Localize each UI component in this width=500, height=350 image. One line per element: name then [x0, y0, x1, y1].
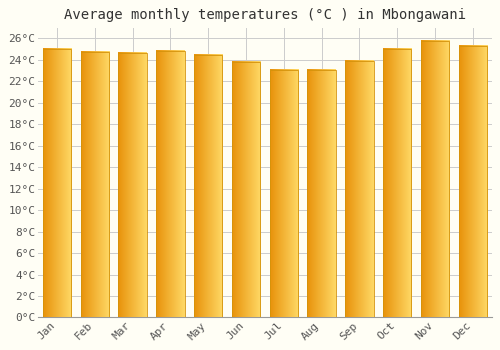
Bar — [194, 55, 222, 317]
Bar — [308, 70, 336, 317]
Bar — [345, 61, 374, 317]
Bar — [43, 49, 71, 317]
Bar — [80, 52, 109, 317]
Bar — [80, 52, 109, 317]
Bar — [345, 61, 374, 317]
Bar — [270, 70, 298, 317]
Bar — [118, 54, 147, 317]
Bar — [308, 70, 336, 317]
Bar — [43, 49, 71, 317]
Bar — [270, 70, 298, 317]
Bar — [156, 51, 184, 317]
Bar — [232, 62, 260, 317]
Bar — [421, 41, 449, 317]
Bar — [458, 46, 487, 317]
Bar — [232, 62, 260, 317]
Bar — [458, 46, 487, 317]
Title: Average monthly temperatures (°C ) in Mbongawani: Average monthly temperatures (°C ) in Mb… — [64, 8, 466, 22]
Bar — [156, 51, 184, 317]
Bar — [421, 41, 449, 317]
Bar — [383, 49, 412, 317]
Bar — [118, 54, 147, 317]
Bar — [194, 55, 222, 317]
Bar — [383, 49, 412, 317]
